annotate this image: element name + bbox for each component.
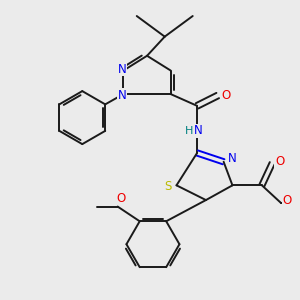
Text: O: O [275,155,284,168]
Text: S: S [164,180,171,193]
Text: O: O [282,194,292,207]
Text: N: N [118,62,126,76]
Text: H: H [185,126,193,136]
Text: N: N [118,89,126,102]
Text: N: N [227,152,236,165]
Text: N: N [194,124,203,137]
Text: O: O [116,192,125,205]
Text: O: O [221,89,231,102]
